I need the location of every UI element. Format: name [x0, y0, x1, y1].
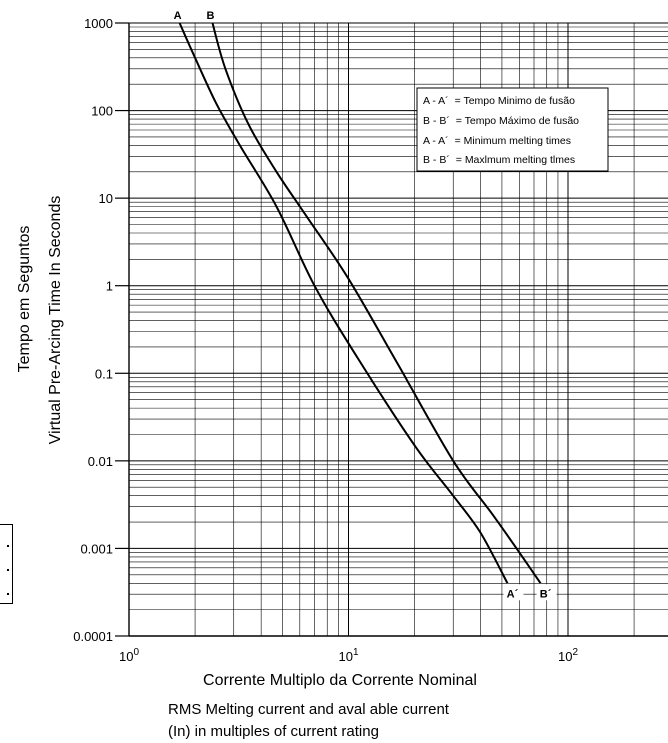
y-tick-label: 10 — [99, 191, 113, 206]
curve-end-label-bg-A — [503, 584, 524, 601]
legend-key-3: A - A´ — [423, 135, 449, 147]
edge-dot — [7, 593, 9, 595]
curve-start-label-B: B — [206, 10, 214, 22]
curve-B — [211, 22, 542, 584]
y-tick-label: 0.1 — [95, 366, 113, 381]
legend-text-4: = Maxlmum melting tlmes — [456, 154, 575, 166]
y-tick-label: 0.001 — [80, 541, 113, 556]
x-tick-base: 10 — [339, 649, 353, 664]
legend-key-2: B - B´ — [423, 115, 450, 127]
legend-text-3: = Minimum melting times — [455, 135, 571, 147]
y-tick-label: 0.0001 — [73, 629, 113, 644]
legend-entry-1: A - A´ = Tempo Minimo de fusão — [423, 95, 575, 107]
edge-dot — [7, 569, 9, 571]
x-tick-labels: 100 101 102 — [119, 647, 578, 664]
edge-dot — [7, 545, 9, 547]
x-tick-exponent: 1 — [353, 647, 359, 658]
y-tick-label: 1 — [106, 279, 113, 294]
legend-box — [416, 87, 609, 172]
cropped-edge-table — [0, 524, 13, 604]
legend-text-1: = Tempo Minimo de fusão — [455, 95, 575, 107]
legend-key-4: B - B´ — [423, 154, 450, 166]
x-tick-label: 102 — [558, 647, 578, 664]
legend: A - A´ = Tempo Minimo de fusão B - B´ = … — [416, 87, 609, 172]
curve-end-label-A: A´ — [507, 588, 519, 600]
x-tick-exponent: 0 — [133, 647, 139, 658]
legend-entry-3: A - A´ = Minimum melting times — [423, 135, 571, 147]
axes — [115, 22, 668, 637]
curves — [178, 22, 542, 584]
x-tick-label: 101 — [339, 647, 359, 664]
x-tick-base: 10 — [119, 649, 133, 664]
y-tick-label: 1000 — [84, 16, 113, 31]
y-tick-labels: 1000 100 10 1 0.1 0.01 0.001 0.0001 — [73, 16, 113, 644]
curve-end-label-bg-B — [536, 584, 557, 601]
y-tick-label: 100 — [91, 104, 113, 119]
curve-end-label-B: B´ — [540, 588, 552, 600]
x-tick-label: 100 — [119, 647, 139, 664]
curve-A — [178, 22, 509, 584]
legend-entry-4: B - B´ = Maxlmum melting tlmes — [423, 154, 575, 166]
x-axis-title: Corrente Multiplo da Corrente Nominal — [203, 672, 477, 689]
curve-start-label-A: A — [174, 10, 182, 22]
y-tick-label: 0.01 — [88, 454, 113, 469]
y-axis-title: Tempo em Seguntos — [16, 226, 33, 373]
curve-labels: A A´ B B´ — [174, 10, 557, 601]
x-axis-subtitle-1: RMS Melting current and aval able curren… — [168, 701, 450, 718]
legend-text-2: = Tempo Máximo de fusão — [456, 115, 579, 127]
x-tick-base: 10 — [558, 649, 572, 664]
legend-key-1: A - A´ — [423, 95, 449, 107]
x-tick-exponent: 2 — [572, 647, 578, 658]
y-axis-subtitle: Virtual Pre-Arcing Time In Seconds — [47, 196, 64, 445]
x-axis-subtitle-2: (In) in multiples of current rating — [168, 723, 379, 740]
legend-entry-2: B - B´ = Tempo Máximo de fusão — [423, 115, 579, 127]
